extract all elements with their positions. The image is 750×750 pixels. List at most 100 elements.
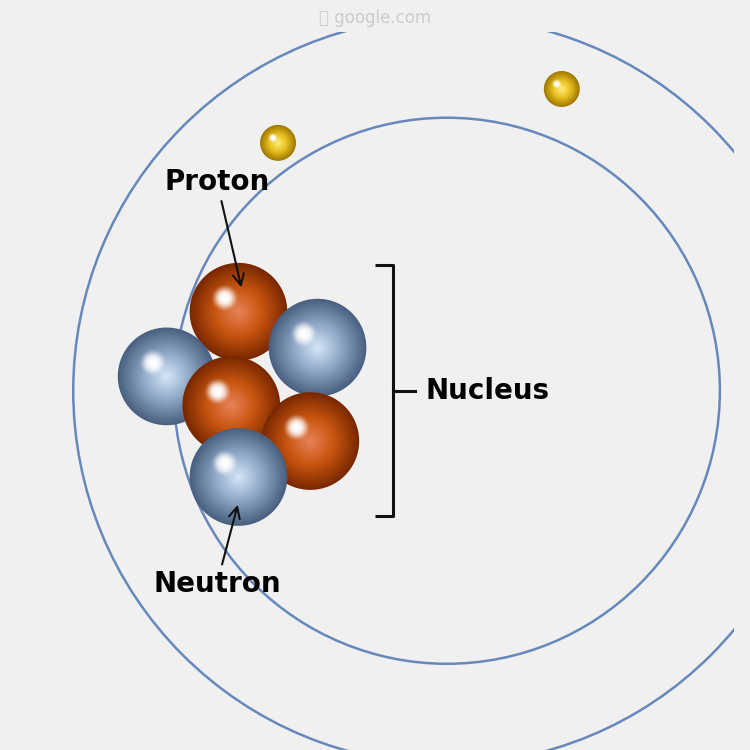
Circle shape [265,130,291,156]
Circle shape [292,322,344,374]
Circle shape [310,340,326,356]
Circle shape [554,81,560,87]
Circle shape [137,347,196,406]
Circle shape [554,80,570,98]
Circle shape [123,332,211,420]
Circle shape [216,454,261,500]
Circle shape [211,386,223,398]
Circle shape [194,368,268,442]
Circle shape [274,140,281,146]
Circle shape [218,392,244,418]
Circle shape [269,134,286,152]
Circle shape [558,86,566,92]
Circle shape [290,420,304,435]
Circle shape [277,307,358,388]
Circle shape [217,391,246,420]
Circle shape [205,378,231,405]
Circle shape [296,326,339,369]
Circle shape [209,382,254,428]
Circle shape [226,464,251,490]
Circle shape [268,399,352,484]
Circle shape [264,128,292,158]
Circle shape [211,284,266,340]
Circle shape [556,82,558,85]
Circle shape [264,129,292,157]
Circle shape [196,269,280,354]
Circle shape [204,442,273,512]
Circle shape [263,394,358,488]
Circle shape [230,304,247,320]
Circle shape [198,271,279,352]
Circle shape [211,386,250,424]
Circle shape [546,73,578,105]
Circle shape [193,431,284,523]
Circle shape [198,436,279,517]
Circle shape [121,331,212,422]
Circle shape [206,379,257,431]
Circle shape [222,460,255,494]
Circle shape [272,136,274,139]
Circle shape [275,140,280,146]
Circle shape [272,402,350,480]
Circle shape [136,346,197,407]
Circle shape [552,80,572,98]
Circle shape [299,430,322,452]
Circle shape [219,458,231,470]
Circle shape [236,308,242,315]
Circle shape [555,82,559,86]
Circle shape [268,298,367,397]
Circle shape [206,279,271,344]
Circle shape [271,136,285,150]
Circle shape [206,380,230,404]
Circle shape [216,289,261,334]
Circle shape [291,321,317,347]
Circle shape [559,86,565,92]
Circle shape [211,450,238,476]
Circle shape [295,325,340,370]
Circle shape [285,315,350,380]
Circle shape [288,419,305,436]
Circle shape [557,85,566,93]
Circle shape [261,125,296,160]
Circle shape [209,382,226,400]
Circle shape [197,371,266,440]
Circle shape [214,453,235,473]
Circle shape [270,135,276,140]
Circle shape [236,474,242,480]
Circle shape [139,349,194,404]
Circle shape [230,404,233,406]
Circle shape [157,367,176,386]
Circle shape [296,427,325,456]
Circle shape [269,134,287,152]
Circle shape [220,294,230,302]
Circle shape [216,454,233,472]
Circle shape [274,139,282,147]
Circle shape [194,268,283,356]
Circle shape [303,333,332,362]
Circle shape [270,134,276,141]
Circle shape [206,445,271,509]
Circle shape [556,83,567,94]
Circle shape [202,376,260,434]
Circle shape [209,448,268,506]
Circle shape [298,328,310,340]
Circle shape [280,310,355,385]
Circle shape [208,280,269,343]
Circle shape [222,295,228,301]
Circle shape [142,352,191,401]
Circle shape [294,424,326,458]
Circle shape [210,384,253,426]
Circle shape [301,331,307,337]
Circle shape [266,131,290,154]
Circle shape [202,276,274,347]
Circle shape [219,458,258,497]
Circle shape [261,126,295,160]
Circle shape [299,330,335,365]
Circle shape [230,469,247,485]
Circle shape [305,436,315,446]
Circle shape [147,357,186,396]
Circle shape [273,404,348,478]
Circle shape [224,297,254,326]
Circle shape [304,434,316,448]
Circle shape [276,406,344,476]
